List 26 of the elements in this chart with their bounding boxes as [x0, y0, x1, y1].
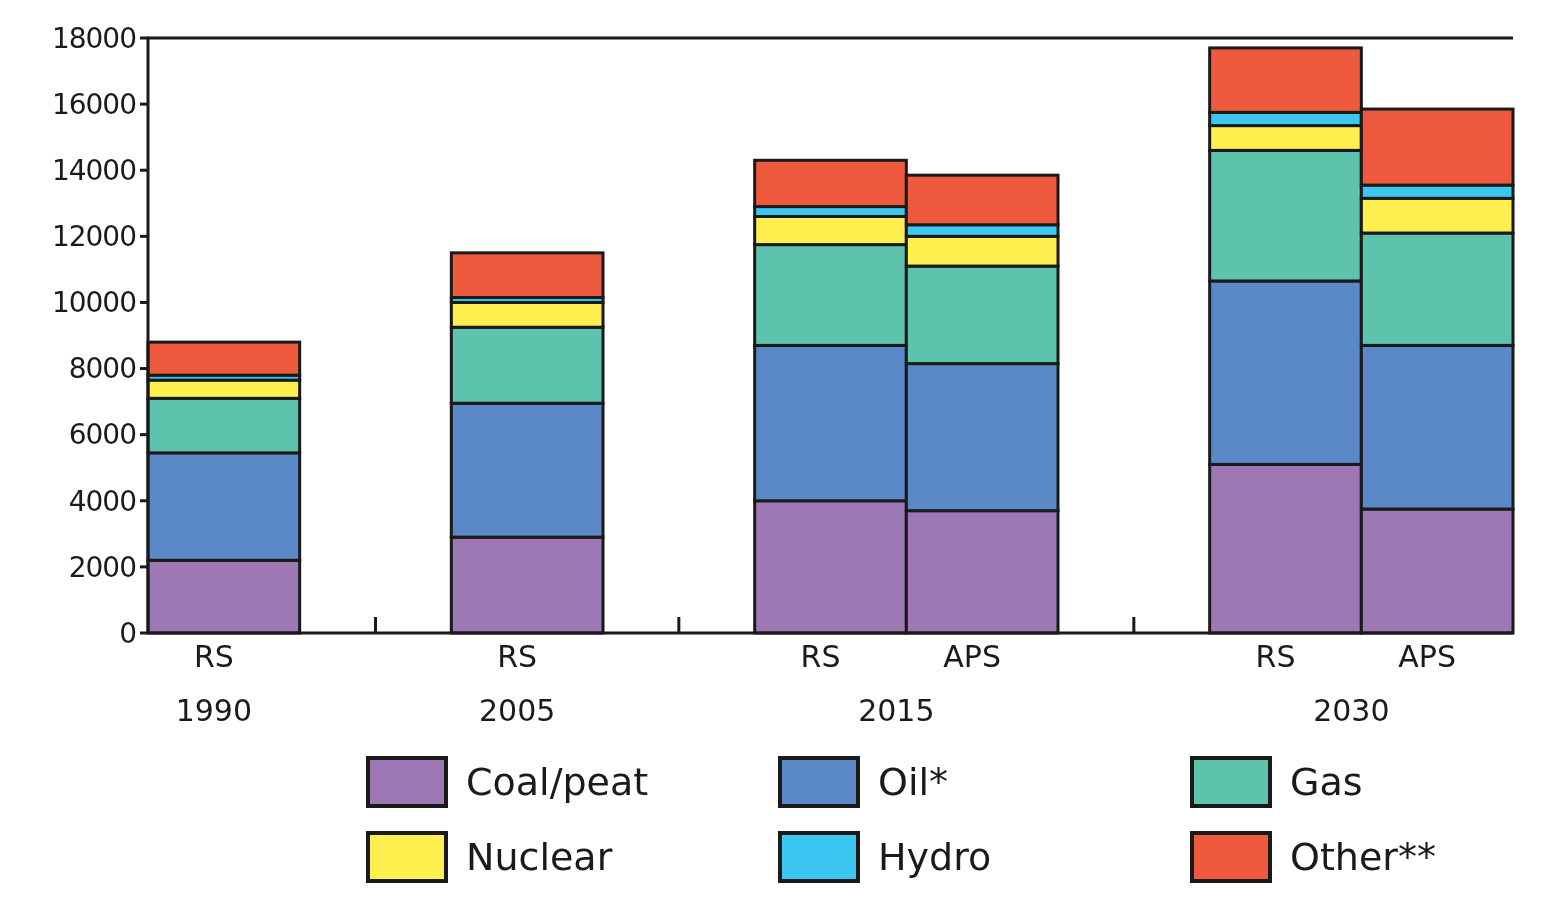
x-tick-label: RS — [497, 639, 538, 674]
y-tick-label: 10000 — [51, 286, 136, 320]
x-tick-label: RS — [1255, 639, 1296, 674]
y-tick-label: 2000 — [68, 550, 136, 584]
legend-label: Hydro — [878, 835, 992, 880]
y-tick-label: 4000 — [68, 484, 136, 518]
y-tick-label: 8000 — [68, 352, 136, 386]
y-tick-label: 0 — [119, 616, 136, 650]
x-tick-label: APS — [1398, 639, 1456, 674]
legend-label: Gas — [1290, 760, 1363, 805]
legend-label: Oil* — [878, 760, 949, 805]
text: 1990 — [175, 693, 253, 728]
y-tick-label: 14000 — [51, 154, 136, 188]
y-tick-label: 12000 — [51, 220, 136, 254]
x-tick-label: RS — [800, 639, 841, 674]
y-tick-label: 18000 — [51, 21, 136, 55]
legend-label: Other** — [1290, 835, 1436, 880]
text: 2015 — [858, 693, 935, 728]
y-tick-label: 6000 — [68, 418, 136, 452]
legend-label: Coal/peat — [466, 760, 649, 805]
text: 2030 — [1313, 693, 1390, 728]
x-tick-label: RS — [193, 639, 234, 674]
legend-label: Nuclear — [466, 835, 613, 880]
y-tick-label: 16000 — [51, 87, 136, 121]
x-tick-label: APS — [943, 639, 1001, 674]
text: 2005 — [478, 693, 556, 728]
